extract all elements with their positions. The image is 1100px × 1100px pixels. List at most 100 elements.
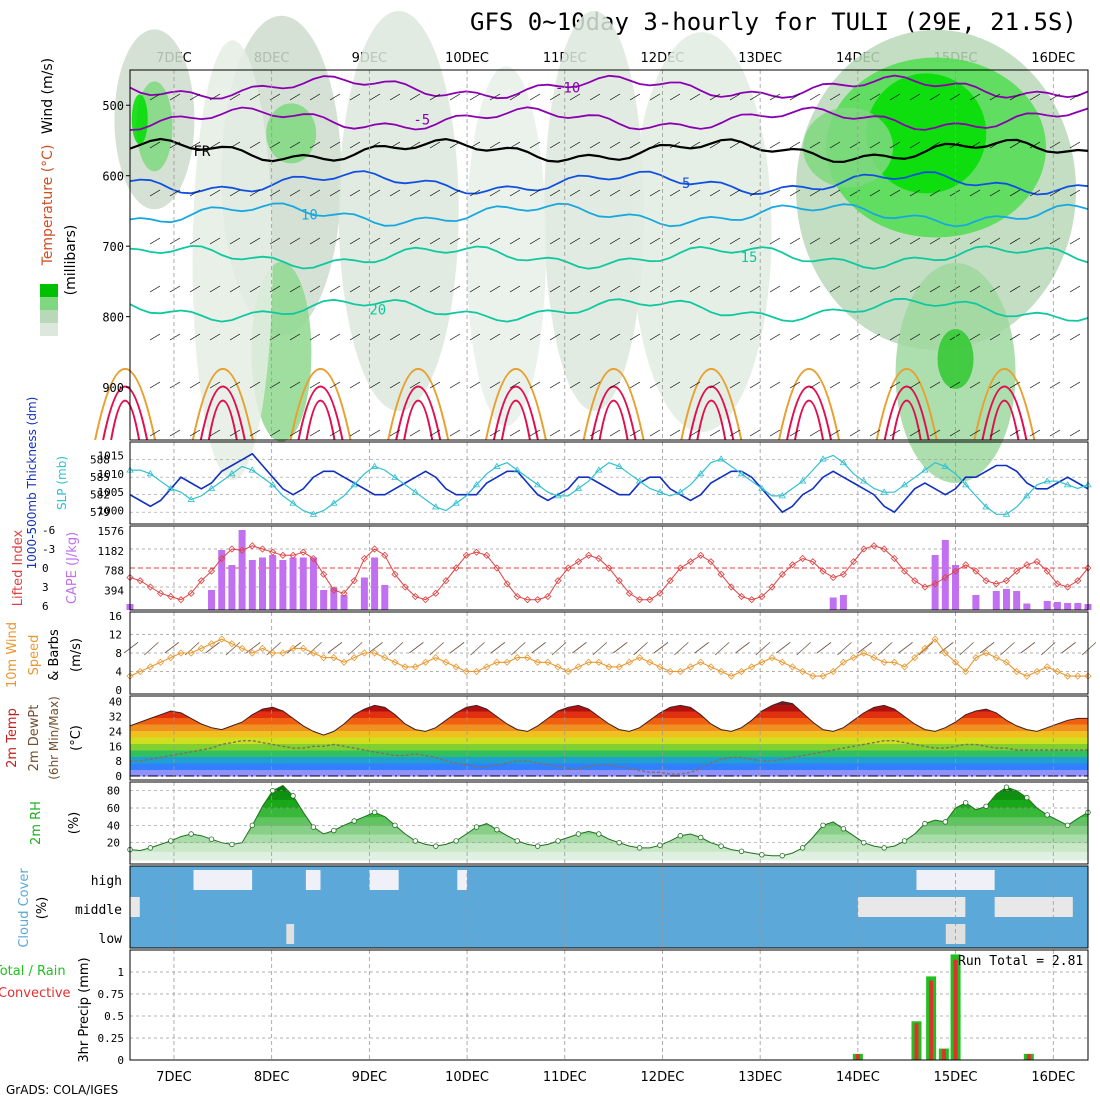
- wind-barb: [689, 93, 701, 101]
- wind-speed-point: [391, 658, 399, 666]
- wind-barb: [837, 642, 852, 656]
- wind-barb: [549, 141, 561, 149]
- wind-barb: [369, 237, 381, 245]
- cloud-row-label: middle: [75, 903, 122, 918]
- wind-barb: [929, 285, 941, 293]
- lifted-index-point: [850, 558, 858, 566]
- wind-speed-point: [401, 663, 409, 671]
- wind-barb: [949, 333, 961, 341]
- wind-barb: [929, 237, 941, 245]
- wind-barb: [979, 642, 995, 654]
- lifted-index-point: [381, 551, 389, 559]
- lifted-index-point: [615, 577, 623, 585]
- rh-point: [555, 838, 561, 844]
- wind-speed-point: [574, 663, 582, 671]
- wind-panel-frame: [129, 611, 1089, 695]
- rh-shading: [192, 40, 273, 481]
- rh-point: [473, 824, 480, 830]
- wind-barb: [689, 381, 701, 389]
- wind-speed-point: [788, 663, 797, 671]
- wind-barb: [1049, 285, 1061, 293]
- wind-barb: [609, 429, 621, 437]
- wind-barb: [649, 285, 661, 293]
- wind-barb: [289, 237, 301, 245]
- wind-barb: [1009, 237, 1021, 245]
- lifted-index-point: [207, 567, 216, 575]
- wind-barb: [629, 141, 641, 149]
- lifted-index-point: [870, 542, 878, 550]
- wind-barb: [249, 381, 261, 389]
- rh-point: [616, 839, 622, 846]
- wind-barb: [531, 642, 546, 654]
- lifted-index-point: [1064, 583, 1072, 591]
- y-tick-label: 0: [115, 684, 122, 697]
- wind-barb: [209, 237, 221, 245]
- lifted-index-point: [299, 548, 307, 556]
- rh-line: [129, 784, 1089, 857]
- wind-speed-point: [269, 649, 277, 657]
- wind-speed-point: [860, 649, 868, 657]
- wind-barb: [309, 141, 321, 149]
- wind-barb: [669, 189, 681, 197]
- wind-barb: [569, 381, 581, 389]
- cape-bar: [320, 590, 328, 610]
- wind-barb: [969, 141, 981, 149]
- wind-barb: [1069, 429, 1081, 437]
- wind-barb: [669, 237, 681, 245]
- wind-barb: [347, 642, 363, 656]
- wind-barb: [429, 237, 441, 245]
- wind-barb: [869, 381, 881, 389]
- rh-point: [392, 822, 398, 829]
- wind-barb: [469, 141, 481, 149]
- wind-speed-point: [421, 658, 430, 666]
- surface-isotherm: [395, 385, 442, 441]
- slp-point: [146, 470, 155, 477]
- wind-barb: [329, 141, 341, 149]
- slp-point: [758, 484, 766, 491]
- wind-barb: [1000, 642, 1015, 656]
- wind-barb: [409, 189, 421, 197]
- rh-point: [1064, 822, 1071, 829]
- slp-point: [717, 455, 725, 462]
- wind-barb: [649, 237, 661, 245]
- wind-barb: [489, 93, 501, 101]
- cape-bar: [289, 557, 297, 610]
- wind-barb: [289, 189, 301, 197]
- lifted-index-point: [839, 570, 847, 578]
- wind-barb: [609, 93, 621, 101]
- wind-barb: [329, 189, 341, 197]
- wind-barb: [629, 333, 641, 341]
- lifted-index-point: [371, 545, 379, 553]
- slp-point: [819, 455, 827, 462]
- surface-isotherm: [794, 399, 824, 441]
- x-tick-label-bottom: 11DEC: [543, 1070, 587, 1085]
- wind-speed-point: [1033, 667, 1041, 676]
- lifted-index-point: [686, 558, 695, 566]
- wind-barb: [869, 189, 881, 197]
- wind-barb: [769, 93, 781, 101]
- wind-barb: [529, 189, 541, 197]
- wind-speed-point: [686, 663, 695, 671]
- wind-barb: [989, 285, 1001, 293]
- wind-speed-point: [442, 658, 450, 666]
- wind-barb: [1029, 285, 1041, 293]
- wind-barb: [889, 189, 901, 197]
- rh-point: [249, 822, 255, 829]
- cape-bar: [1023, 603, 1031, 610]
- wind-barb: [755, 642, 771, 656]
- y-tick-label: 8: [115, 755, 122, 768]
- y-tick-label: 1000: [98, 505, 125, 518]
- slp-point: [574, 484, 583, 491]
- wind-barb: [149, 237, 161, 245]
- x-tick-label-bottom: 16DEC: [1031, 1070, 1075, 1085]
- wind-barb: [249, 141, 261, 149]
- y-tick-label: 0: [115, 770, 122, 783]
- wind-barb: [309, 381, 321, 389]
- wind-speed-point: [880, 658, 888, 666]
- wind-barb: [149, 333, 161, 341]
- rh-point: [371, 809, 378, 816]
- wind-speed-point: [432, 654, 440, 662]
- cape-bar: [360, 577, 368, 610]
- cape-bar: [931, 555, 939, 610]
- surface-isotherm: [191, 368, 254, 441]
